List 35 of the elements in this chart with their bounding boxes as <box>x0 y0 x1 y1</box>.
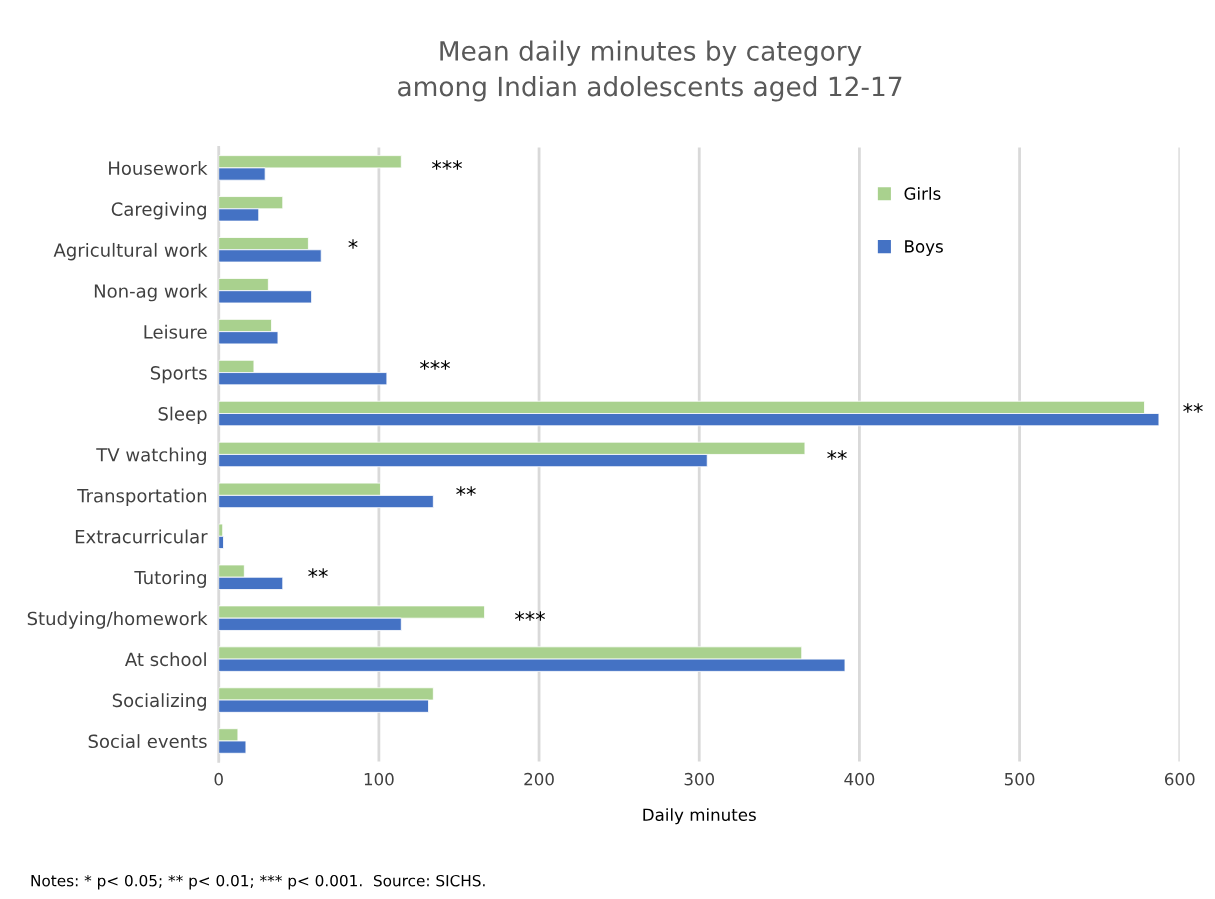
legend-label: Girls <box>904 187 941 200</box>
x-axis-title: Daily minutes <box>643 808 756 825</box>
text: ** <box>1183 403 1203 413</box>
y-tick-label: At school <box>124 652 206 667</box>
y-tick-label: Leisure <box>144 324 207 339</box>
x-tick-label: 500 <box>1004 772 1035 786</box>
y-tick-label: Tutoring <box>134 570 206 588</box>
y-tick-label: Social events <box>88 734 207 749</box>
annotation: *** <box>432 160 462 170</box>
x-tick-label: 300 <box>684 772 715 786</box>
x-tick-label: 200 <box>524 772 554 786</box>
x-tick-label: 400 <box>844 772 875 786</box>
y-tick-label: Agricultural work <box>53 242 208 261</box>
annotation: *** <box>515 611 545 621</box>
y-tick-label: Transportation <box>77 488 207 506</box>
y-tick-label: Housework <box>109 161 208 176</box>
annotation: *** <box>420 360 450 370</box>
annotation: * <box>348 239 358 249</box>
y-tick-label: Caregiving <box>111 201 206 220</box>
y-tick-label: Studying/homework <box>27 611 208 629</box>
y-tick-label: Non-ag work <box>94 283 208 302</box>
annotation: ** <box>456 486 476 496</box>
y-tick-label: Socializing <box>112 693 206 711</box>
y-tick-label: TV watching <box>96 447 206 466</box>
annotation: ** <box>827 450 847 460</box>
y-tick-label: Sleep <box>158 406 207 425</box>
text: Notes: * p< 0.05; ** p< 0.01; *** p< 0.001. Source: SICHS. <box>31 874 485 890</box>
y-tick-label: Extracurricular <box>75 529 208 544</box>
legend-label: Boys <box>905 240 943 256</box>
annotation: ** <box>308 568 328 578</box>
chart-title: Mean daily minutes by category among Indian adolescents aged 12-17 <box>398 40 902 102</box>
y-tick-label: Sports <box>150 366 207 384</box>
x-tick-label: 0 <box>214 772 223 786</box>
x-tick-label: 600 <box>1165 772 1195 786</box>
x-tick-label: 100 <box>364 772 394 786</box>
